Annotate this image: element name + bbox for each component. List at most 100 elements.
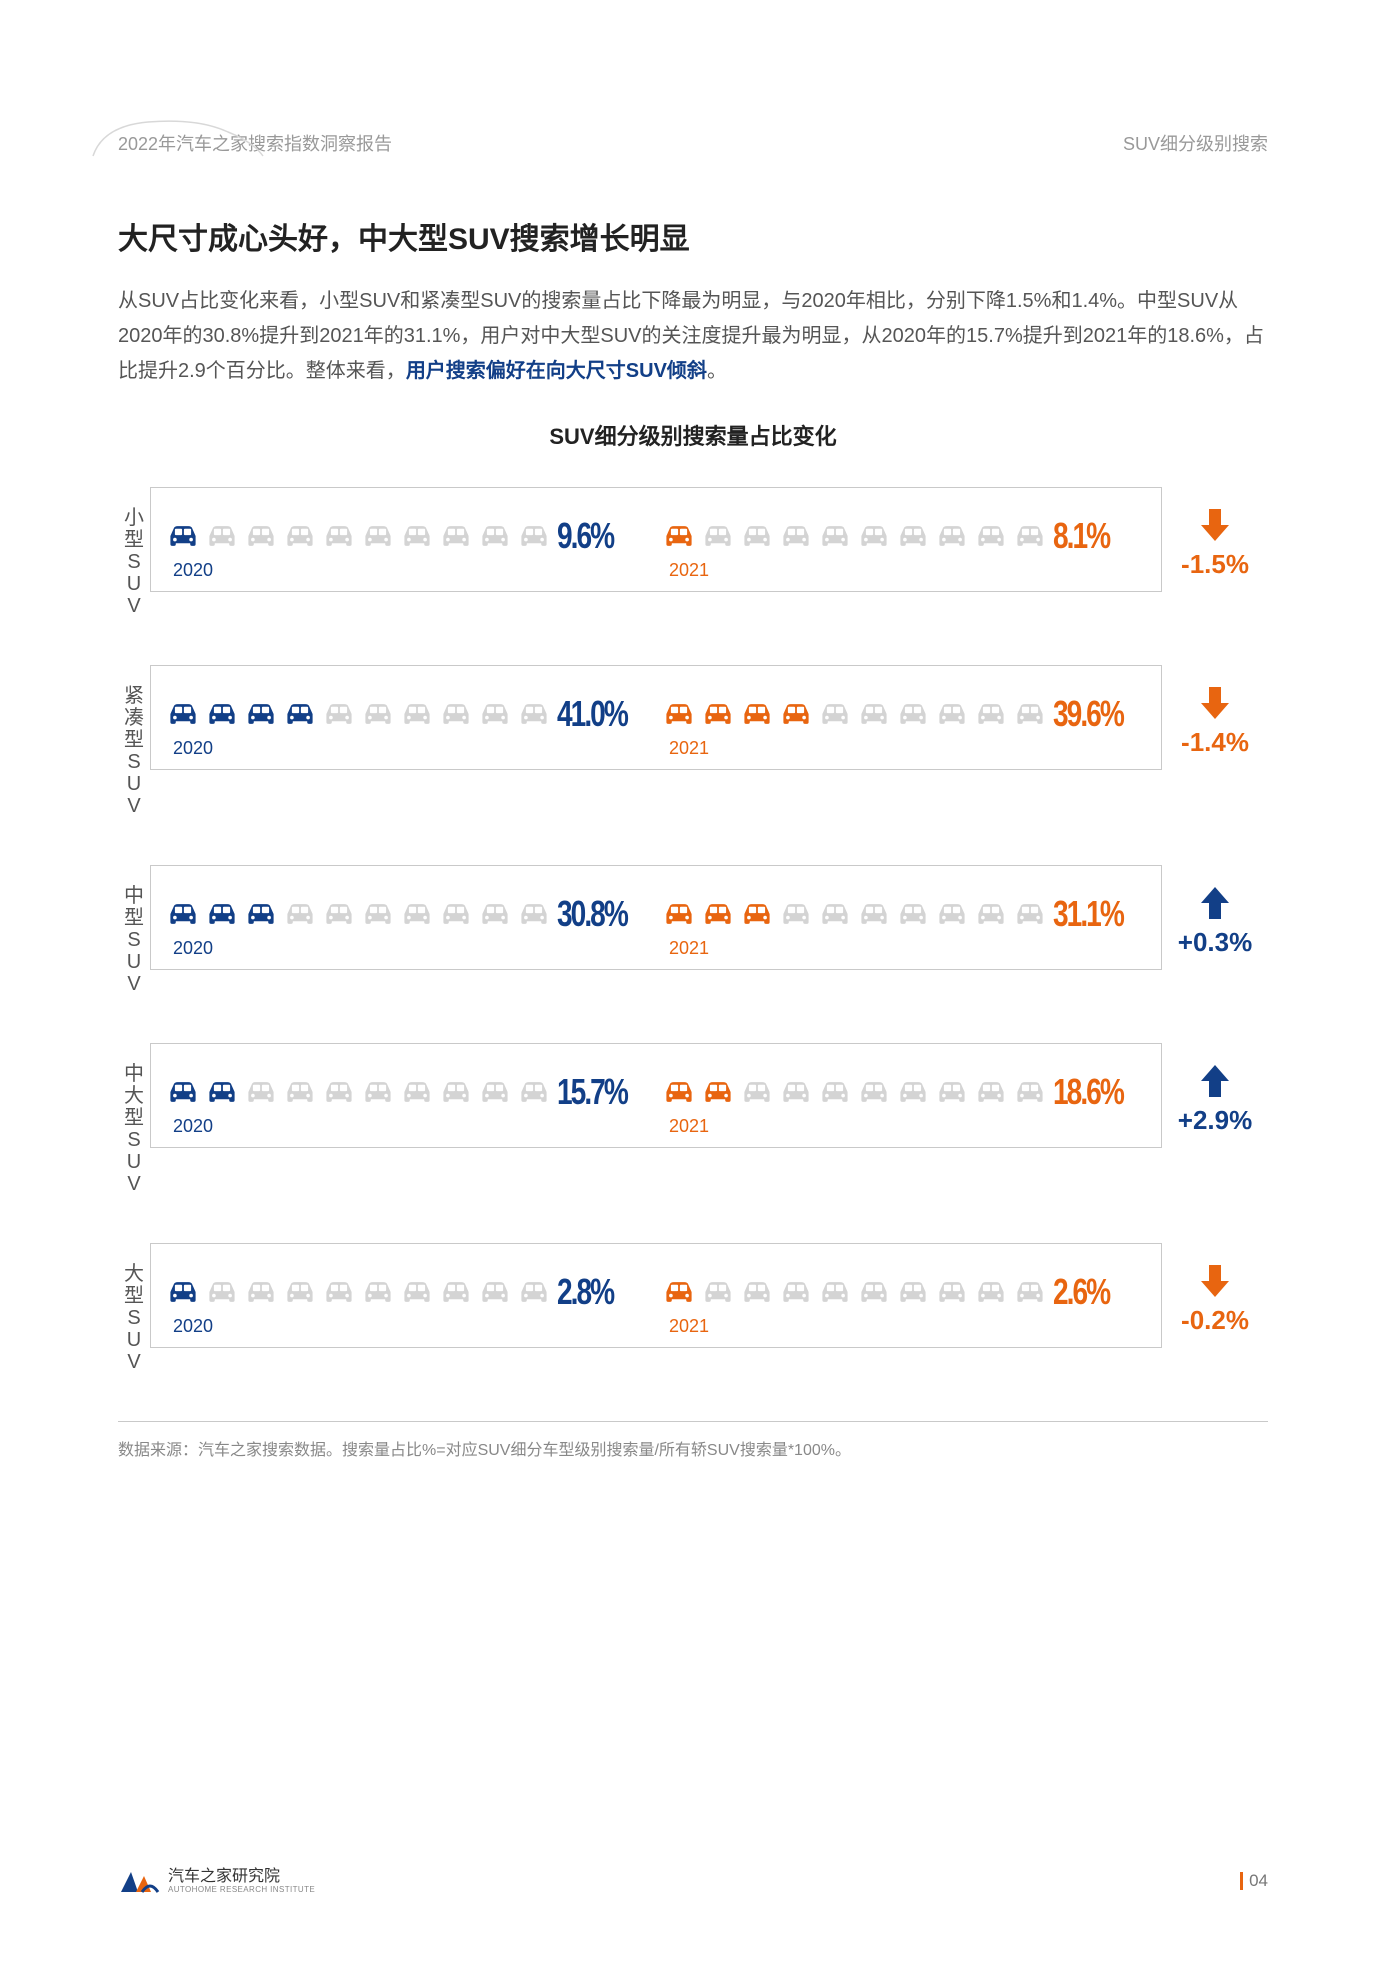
body-paragraph: 从SUV占比变化来看，小型SUV和紧凑型SUV的搜索量占比下降最为明显，与202… (118, 284, 1268, 389)
icons-line: 15.7% (165, 1062, 651, 1110)
car-icon (321, 518, 357, 554)
car-icon (321, 1274, 357, 1310)
car-icon (1012, 696, 1048, 732)
arrow-down-icon (1195, 683, 1235, 723)
icons-line: 8.1% (661, 506, 1147, 554)
year-label: 2021 (661, 1116, 1147, 1137)
change-value: +2.9% (1178, 1105, 1252, 1136)
chart-container: 小型SUV (118, 487, 1268, 1373)
percent-value: 9.6% (557, 518, 613, 554)
car-icon (1012, 1074, 1048, 1110)
car-icon (817, 896, 853, 932)
car-icon (895, 896, 931, 932)
year-block: 2.8%2020 (165, 1262, 651, 1337)
car-icon (516, 1274, 552, 1310)
car-icon (973, 1074, 1009, 1110)
car-icon (204, 518, 240, 554)
car-icon (282, 1274, 318, 1310)
car-icon (778, 896, 814, 932)
car-icon (477, 1074, 513, 1110)
car-icon (739, 1274, 775, 1310)
percent-value: 30.8% (557, 896, 627, 932)
percent-value: 8.1% (1053, 518, 1109, 554)
car-icon (895, 1074, 931, 1110)
car-icon (243, 518, 279, 554)
year-block: 15.7% 2020 (165, 1062, 651, 1137)
car-icon (817, 518, 853, 554)
header-right: SUV细分级别搜索 (1123, 130, 1268, 156)
car-icon (817, 1274, 853, 1310)
car-icon (516, 896, 552, 932)
percent-value: 41.0% (557, 696, 627, 732)
year-label: 2020 (165, 738, 651, 759)
car-icon (399, 896, 435, 932)
icons-line: 18.6% (661, 1062, 1147, 1110)
car-icon (1012, 1274, 1048, 1310)
icons-line: 30.8% (165, 884, 651, 932)
car-icon (856, 518, 892, 554)
car-icon (243, 696, 279, 732)
year-label: 2021 (661, 938, 1147, 959)
car-icon (778, 1274, 814, 1310)
year-block: 9.6%2020 (165, 506, 651, 581)
chart-row: 中型SUV (118, 865, 1268, 995)
change-column: -1.5% (1162, 487, 1268, 580)
year-label: 2020 (165, 1116, 651, 1137)
car-icon (516, 518, 552, 554)
car-icon (438, 696, 474, 732)
car-icon (661, 1274, 697, 1310)
car-outline-decoration (88, 108, 268, 164)
car-icon (243, 896, 279, 932)
icons-line: 39.6% (661, 684, 1147, 732)
year-block: 18.6% 2021 (661, 1062, 1147, 1137)
icons-line: 2.8% (165, 1262, 651, 1310)
car-icon (282, 896, 318, 932)
car-icon (282, 518, 318, 554)
car-icon (165, 1074, 201, 1110)
car-icon (700, 696, 736, 732)
chart-row: 中大型SUV (118, 1043, 1268, 1195)
car-icon (438, 1274, 474, 1310)
percent-value: 31.1% (1053, 896, 1123, 932)
arrow-down-icon (1195, 1261, 1235, 1301)
car-icon (282, 1074, 318, 1110)
row-label: 小型SUV (118, 487, 150, 617)
year-label: 2021 (661, 560, 1147, 581)
car-icon (360, 696, 396, 732)
row-box: 2.8%2020 (150, 1243, 1162, 1348)
car-icon (934, 696, 970, 732)
car-icon (934, 896, 970, 932)
car-icon (661, 1074, 697, 1110)
car-icon (817, 1074, 853, 1110)
car-icon (700, 896, 736, 932)
car-icon (973, 696, 1009, 732)
icons-line: 41.0% (165, 684, 651, 732)
chart-row: 小型SUV (118, 487, 1268, 617)
car-icon (399, 1074, 435, 1110)
car-icon (661, 896, 697, 932)
year-block: 2.6%2021 (661, 1262, 1147, 1337)
icons-line: 31.1% (661, 884, 1147, 932)
data-source-note: 数据来源：汽车之家搜索数据。搜索量占比%=对应SUV细分车型级别搜索量/所有轿S… (118, 1421, 1268, 1460)
brand-logo: 汽车之家研究院 AUTOHOME RESEARCH INSTITUTE (118, 1866, 315, 1896)
car-icon (165, 896, 201, 932)
page-footer: 汽车之家研究院 AUTOHOME RESEARCH INSTITUTE 04 (118, 1866, 1268, 1896)
chart-title: SUV细分级别搜索量占比变化 (118, 419, 1268, 451)
icons-line: 2.6% (661, 1262, 1147, 1310)
change-column: +0.3% (1162, 865, 1268, 958)
car-icon (516, 696, 552, 732)
car-icon (438, 896, 474, 932)
row-label: 中大型SUV (118, 1043, 150, 1195)
car-icon (477, 1274, 513, 1310)
logo-icon (118, 1866, 160, 1896)
car-icon (661, 518, 697, 554)
car-icon (165, 1274, 201, 1310)
car-icon (399, 696, 435, 732)
car-icon (661, 696, 697, 732)
row-box: 9.6%2020 (150, 487, 1162, 592)
change-column: +2.9% (1162, 1043, 1268, 1136)
car-icon (243, 1274, 279, 1310)
car-icon (973, 518, 1009, 554)
chart-row: 紧凑型SUV (118, 665, 1268, 817)
change-value: -0.2% (1181, 1305, 1249, 1336)
